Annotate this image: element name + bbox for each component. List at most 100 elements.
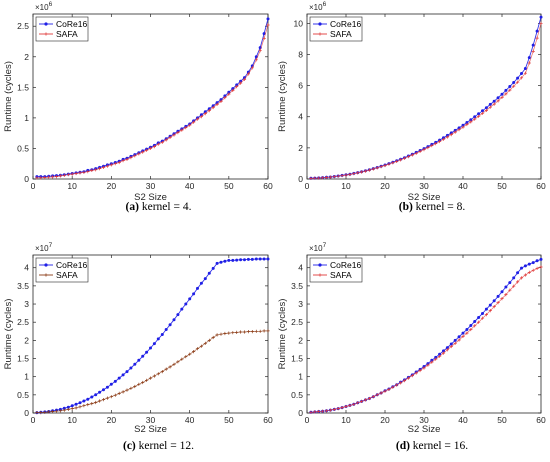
data-point [449, 133, 453, 137]
legend-label: CoRe16 [56, 19, 87, 29]
y-axis-label: Runtime (cycles) [277, 61, 288, 132]
data-point [508, 88, 512, 92]
data-point [465, 331, 469, 335]
x-tick-label: 20 [107, 415, 117, 425]
data-point [58, 174, 62, 178]
y-tick-label: 0 [298, 174, 303, 184]
data-point [391, 161, 395, 165]
y-tick-label: 1.5 [17, 82, 29, 92]
data-point [70, 407, 74, 411]
data-point [352, 172, 356, 176]
data-point [496, 301, 500, 305]
y-axis-label: Runtime (cycles) [277, 299, 288, 370]
data-point [344, 404, 348, 409]
data-point [223, 96, 227, 100]
data-point [504, 285, 508, 289]
y-tick-label: 2 [298, 143, 303, 153]
data-point [480, 316, 485, 320]
data-point [321, 409, 325, 413]
y-tick-label: 2 [24, 335, 29, 345]
x-tick-label: 10 [341, 415, 351, 425]
data-point [235, 258, 239, 262]
data-point [465, 121, 469, 124]
data-point [145, 350, 149, 354]
data-point [199, 113, 203, 117]
legend-label: SAFA [56, 270, 78, 280]
data-point [520, 72, 523, 75]
data-point [152, 374, 156, 378]
data-point [117, 160, 121, 165]
data-point [156, 372, 160, 376]
data-point [340, 406, 344, 410]
data-point [445, 346, 449, 350]
data-point [492, 305, 496, 309]
data-point [250, 257, 254, 261]
data-point [121, 390, 125, 394]
data-point [371, 167, 375, 171]
data-point [90, 402, 94, 406]
data-point [516, 280, 520, 284]
data-point [168, 323, 172, 327]
y-axis-multiplier: ×106 [309, 1, 327, 12]
y-tick-label: 4 [298, 112, 303, 122]
data-point [477, 316, 481, 319]
data-point [519, 76, 524, 80]
legend-swatch-marker [44, 263, 48, 267]
data-point [250, 330, 254, 334]
x-tick-label: 30 [419, 415, 429, 425]
data-point [516, 271, 520, 275]
data-point [406, 376, 410, 380]
data-point [402, 156, 407, 160]
data-point [215, 102, 219, 106]
x-tick-label: 50 [224, 415, 234, 425]
panel-a: 0 10 20 30 40 50 60 0 0.5 1 1.5 2 2.5 ×106 S2 Size Runt… [3, 1, 273, 213]
legend-swatch-marker [44, 32, 48, 36]
data-point [309, 176, 313, 180]
data-point [477, 112, 481, 116]
data-point [47, 410, 51, 414]
data-point [461, 334, 465, 338]
data-point [227, 258, 231, 262]
data-point [82, 404, 86, 408]
data-point [367, 168, 371, 172]
data-point [180, 307, 184, 311]
x-tick-label: 20 [380, 415, 390, 425]
data-point [262, 257, 266, 261]
x-tick-label: 30 [146, 415, 156, 425]
data-point [113, 379, 117, 383]
data-point [484, 106, 488, 110]
data-point [488, 105, 492, 109]
data-point [426, 146, 430, 150]
data-point [199, 281, 203, 285]
data-point [215, 333, 219, 337]
data-point [410, 153, 414, 157]
data-point [430, 358, 434, 362]
data-point [504, 88, 508, 92]
data-point [461, 331, 465, 335]
data-point [141, 354, 145, 358]
data-point [35, 176, 39, 180]
x-tick-label: 20 [107, 181, 117, 191]
data-point [176, 313, 180, 317]
data-point [344, 173, 348, 177]
data-point [192, 120, 196, 124]
caption-text: kernel = 8. [413, 201, 466, 213]
data-point [488, 309, 492, 313]
data-point [156, 142, 160, 146]
data-point [430, 360, 434, 364]
data-point [203, 277, 207, 281]
data-point [504, 92, 508, 96]
data-point [399, 158, 403, 162]
data-point [410, 374, 414, 378]
data-point [469, 324, 473, 327]
y-tick-label: 0.5 [17, 143, 29, 153]
data-point [371, 395, 375, 399]
data-point [113, 162, 117, 166]
data-point [442, 349, 445, 353]
data-point [480, 111, 485, 115]
data-point [164, 367, 168, 371]
legend-label: CoRe16 [330, 19, 361, 29]
data-point [473, 324, 477, 328]
